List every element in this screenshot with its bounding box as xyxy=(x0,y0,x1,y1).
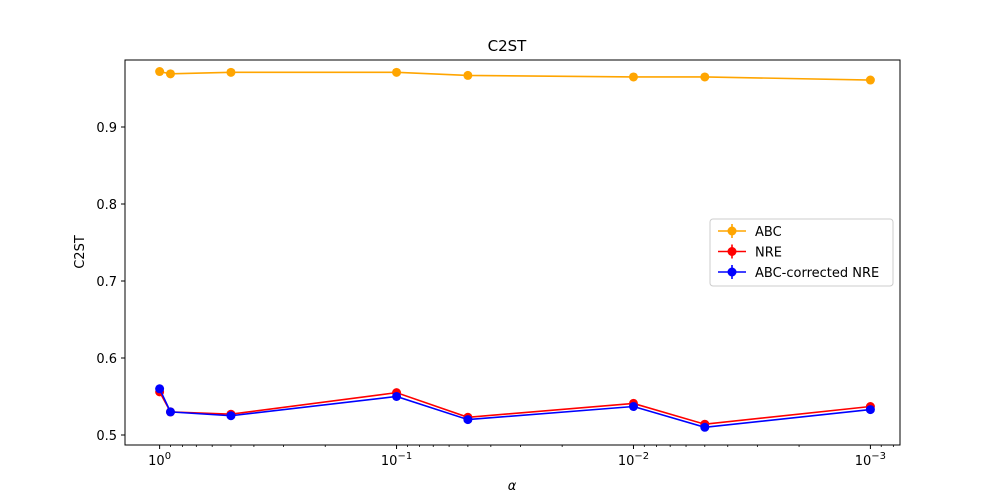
data-point xyxy=(463,415,473,425)
x-axis-title: α xyxy=(508,479,517,494)
chart-title: C2ST xyxy=(488,37,528,55)
y-tick-label: 0.5 xyxy=(96,429,117,444)
x-tick-label: 100 xyxy=(148,451,171,469)
x-tick-label: 10−2 xyxy=(618,451,649,469)
y-tick-label: 0.7 xyxy=(96,275,117,290)
data-point xyxy=(865,405,875,415)
y-tick-label: 0.9 xyxy=(96,121,117,136)
data-point xyxy=(155,384,165,394)
data-point xyxy=(628,402,638,411)
data-point xyxy=(165,69,175,79)
y-tick-label: 0.8 xyxy=(96,198,117,213)
y-tick-label: 0.6 xyxy=(96,352,117,367)
data-point xyxy=(865,75,875,85)
legend-marker xyxy=(727,267,737,277)
legend-label: ABC xyxy=(755,225,782,240)
data-point xyxy=(165,407,175,417)
data-point xyxy=(226,67,236,77)
data-point xyxy=(226,411,236,421)
data-point xyxy=(155,67,165,77)
legend-marker xyxy=(727,247,737,256)
x-tick-label: 10−1 xyxy=(381,451,412,469)
legend-marker xyxy=(727,226,737,236)
data-point xyxy=(392,391,402,401)
data-point xyxy=(463,70,473,80)
data-point xyxy=(628,72,638,82)
data-point xyxy=(700,72,710,82)
legend-box xyxy=(709,218,894,287)
series-line xyxy=(158,391,871,426)
plot-frame xyxy=(124,59,901,446)
legend: ABC NRE ABC-corrected NRE xyxy=(709,218,894,287)
x-tick-label: 10−3 xyxy=(855,451,886,469)
series-line xyxy=(158,388,871,429)
data-point xyxy=(392,67,402,77)
legend-label: NRE xyxy=(755,246,782,261)
y-axis-title: C2ST xyxy=(73,235,88,269)
series-line xyxy=(159,70,871,81)
legend-label: ABC-corrected NRE xyxy=(755,266,879,281)
data-point xyxy=(700,422,710,432)
